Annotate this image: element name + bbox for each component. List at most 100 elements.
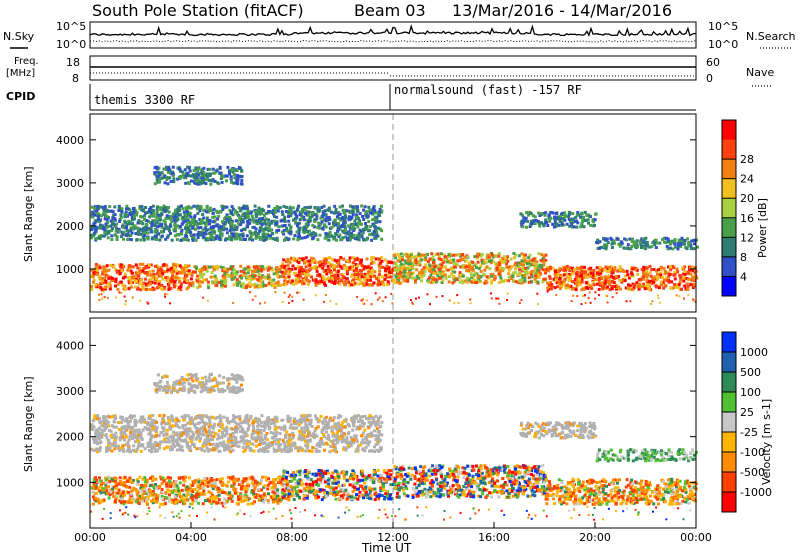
scatter-cell xyxy=(338,282,342,286)
scatter-cell xyxy=(200,219,204,223)
scatter-cell xyxy=(113,205,117,209)
scatter-cell xyxy=(582,225,586,229)
scatter-cell xyxy=(665,279,669,283)
scatter-cell xyxy=(170,238,174,242)
scatter-cell xyxy=(369,283,373,287)
scatter-cell xyxy=(433,269,437,273)
scatter-cell xyxy=(630,288,634,291)
scatter-cell xyxy=(298,258,301,262)
scatter-cell xyxy=(189,483,193,487)
scatter-cell xyxy=(150,499,154,503)
scatter-cell xyxy=(294,220,298,224)
scatter-cell xyxy=(511,275,515,279)
scatter-cell xyxy=(111,216,115,220)
scatter-cell xyxy=(287,210,291,214)
scatter-cell xyxy=(188,212,192,216)
scatter-cell xyxy=(192,217,196,221)
scatter-cell xyxy=(441,295,444,298)
scatter-cell xyxy=(206,299,209,302)
scatter-cell xyxy=(462,266,465,270)
scatter-cell xyxy=(530,275,534,279)
scatter-cell xyxy=(216,265,220,269)
scatter-cell xyxy=(531,214,535,218)
scatter-cell xyxy=(210,271,214,275)
scatter-cell xyxy=(189,488,193,492)
scatter-cell xyxy=(494,263,498,267)
scatter-cell xyxy=(548,219,552,223)
scatter-cell xyxy=(631,237,635,241)
scatter-cell xyxy=(207,237,211,241)
scatter-cell xyxy=(445,260,449,264)
scatter-cell xyxy=(182,493,186,497)
scatter-cell xyxy=(209,238,213,242)
scatter-cell xyxy=(196,489,200,493)
scatter-cell xyxy=(289,232,293,236)
scatter-cell xyxy=(606,241,610,244)
scatter-cell xyxy=(246,225,249,229)
scatter-cell xyxy=(490,279,494,283)
scatter-cell xyxy=(124,226,128,230)
scatter-cell xyxy=(255,265,259,269)
scatter-cell xyxy=(117,229,121,233)
scatter-cell xyxy=(291,264,295,268)
scatter-cell xyxy=(330,271,334,275)
scatter-cell xyxy=(174,208,177,212)
scatter-cell xyxy=(501,279,505,283)
scatter-cell xyxy=(556,215,560,219)
scatter-cell xyxy=(619,287,623,291)
scatter-cell xyxy=(406,272,410,276)
scatter-cell xyxy=(692,299,695,302)
scatter-cell xyxy=(286,259,289,263)
scatter-cell xyxy=(135,238,139,242)
scatter-cell xyxy=(575,270,579,274)
scatter-cell xyxy=(288,227,292,231)
scatter-cell xyxy=(168,176,172,180)
scatter-cell xyxy=(262,229,265,233)
scatter-cell xyxy=(205,210,209,214)
scatter-cell xyxy=(266,487,270,491)
scatter-cell xyxy=(623,237,627,241)
scatter-cell xyxy=(362,228,366,232)
scatter-cell xyxy=(132,207,135,210)
scatter-cell xyxy=(588,273,592,277)
scatter-cell xyxy=(208,167,212,171)
scatter-cell xyxy=(287,498,291,502)
scatter-cell xyxy=(476,252,480,256)
scatter-cell xyxy=(161,206,165,210)
scatter-cell xyxy=(224,491,228,495)
scatter-cell xyxy=(360,222,363,226)
scatter-cell xyxy=(668,246,672,250)
scatter-cell xyxy=(332,258,336,262)
scatter-cell xyxy=(94,476,97,480)
scatter-cell xyxy=(643,241,647,245)
scatter-cell xyxy=(689,266,693,270)
scatter-cell xyxy=(439,258,443,261)
scatter-cell xyxy=(356,225,360,229)
scatter-cell xyxy=(359,260,363,264)
scatter-cell xyxy=(174,276,178,280)
scatter-cell xyxy=(353,281,357,285)
scatter-cell xyxy=(239,495,243,499)
scatter-cell xyxy=(184,488,188,492)
scatter-cell xyxy=(629,247,633,250)
scatter-cell xyxy=(217,214,221,218)
scatter-cell xyxy=(400,258,404,262)
scatter-cell xyxy=(305,235,309,239)
scatter-cell xyxy=(225,179,228,183)
scatter-cell xyxy=(527,280,531,284)
scatter-cell xyxy=(524,253,527,257)
scatter-cell xyxy=(233,489,237,493)
scatter-cell xyxy=(306,230,310,233)
scatter-cell xyxy=(106,296,109,299)
scatter-cell xyxy=(588,214,592,218)
scatter-cell xyxy=(109,490,113,494)
scatter-cell xyxy=(522,219,526,223)
scatter-cell xyxy=(309,233,313,237)
scatter-cell xyxy=(426,260,430,264)
scatter-cell xyxy=(270,280,274,284)
scatter-cell xyxy=(153,219,157,223)
scatter-cell xyxy=(106,236,110,240)
scatter-cell xyxy=(400,262,404,266)
scatter-cell xyxy=(173,223,177,227)
scatter-cell xyxy=(228,228,232,232)
